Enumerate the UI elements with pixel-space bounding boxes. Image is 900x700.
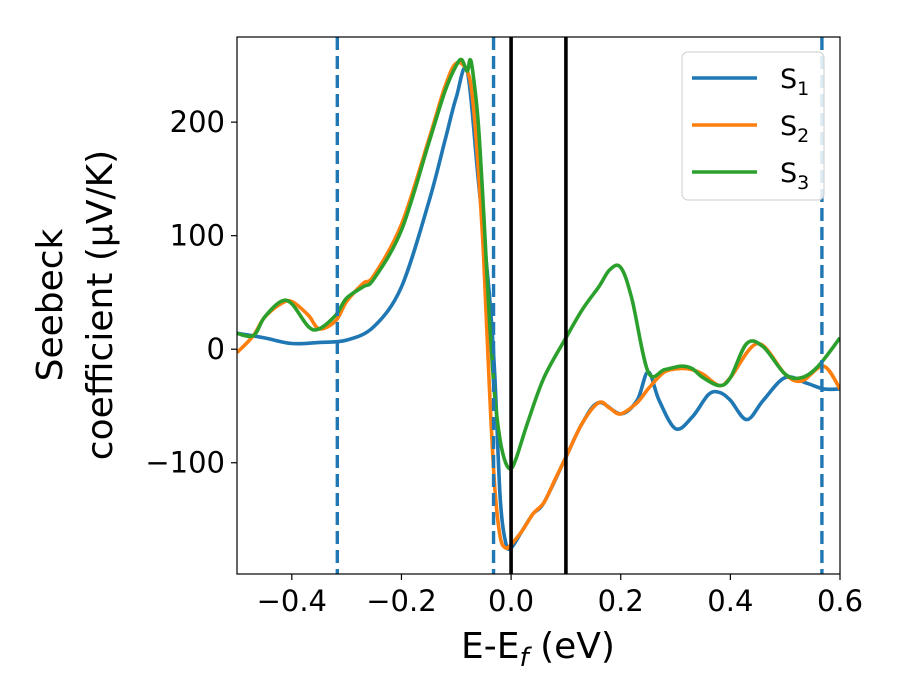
vline-layer <box>335 37 824 574</box>
x-axis-label: E-Ef (eV) <box>461 626 615 673</box>
x-tick-label: −0.2 <box>366 584 436 618</box>
x-tick-label: −0.4 <box>257 584 327 618</box>
series-s3-line <box>237 57 840 471</box>
x-tick-label: 0.2 <box>598 584 644 618</box>
series-layer <box>237 57 840 551</box>
y-axis-label-line2: coefficient (μV/K) <box>80 150 121 460</box>
legend: S1 S2 S3 <box>681 51 825 201</box>
y-axis-ticks: −100 0 100 200 <box>145 105 237 480</box>
y-tick-label: 200 <box>170 105 225 139</box>
legend-label-s1: S1 <box>780 64 809 100</box>
x-tick-label: 0.6 <box>817 584 863 618</box>
y-tick-label: −100 <box>145 446 225 480</box>
y-axis-label: Seebeck <box>30 228 71 381</box>
legend-label-s2: S2 <box>780 111 809 147</box>
plot-frame <box>236 36 841 575</box>
x-axis-ticks: −0.4 −0.2 0.0 0.2 0.4 0.6 <box>257 574 863 618</box>
y-tick-label: 100 <box>170 219 225 253</box>
legend-label-s3: S3 <box>780 158 809 194</box>
x-tick-label: 0.0 <box>488 584 534 618</box>
y-tick-label: 0 <box>207 332 225 366</box>
x-tick-label: 0.4 <box>707 584 753 618</box>
